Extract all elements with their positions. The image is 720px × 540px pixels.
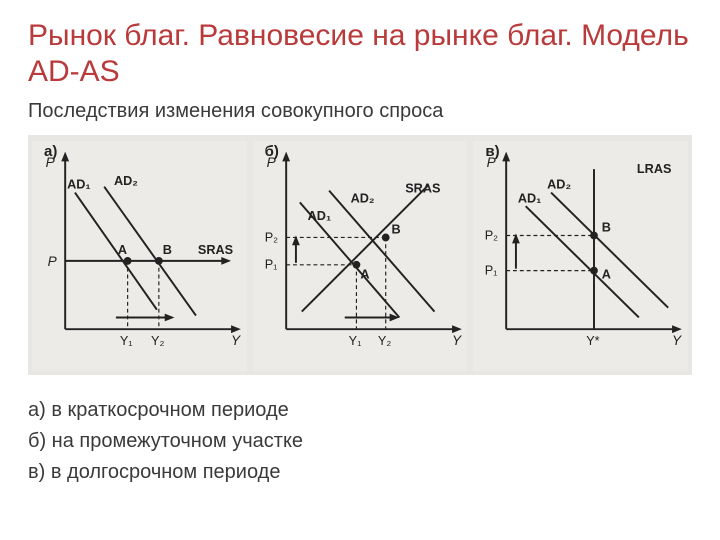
svg-text:Y₁: Y₁	[348, 334, 361, 348]
chart-b-panel: б)	[265, 143, 279, 160]
chart-a: а) P Y SRAS AD₁ AD₂ A B P	[32, 141, 247, 371]
chart-b: б) P Y SRAS AD₁ AD₂ A B P₁	[253, 141, 468, 371]
svg-text:AD₂: AD₂	[350, 191, 374, 205]
page-subtitle: Последствия изменения совокупного спроса	[28, 100, 692, 123]
svg-text:Y₂: Y₂	[151, 334, 164, 348]
svg-text:Y: Y	[452, 333, 462, 348]
svg-text:A: A	[118, 243, 127, 257]
chart-c-panel: в)	[485, 143, 499, 160]
svg-text:AD₁: AD₁	[518, 191, 542, 205]
svg-text:LRAS: LRAS	[637, 162, 672, 176]
chart-c: в) P Y LRAS AD₁ AD₂ A B P₁ P₂	[473, 141, 688, 371]
svg-text:B: B	[391, 223, 400, 237]
svg-text:SRAS: SRAS	[405, 182, 440, 196]
chart-a-sras: SRAS	[198, 243, 233, 257]
chart-a-ad1: AD₁	[67, 178, 91, 192]
chart-a-ad2: AD₂	[114, 174, 138, 188]
svg-text:P₂: P₂	[485, 228, 498, 242]
svg-text:Y₁: Y₁	[120, 334, 133, 348]
chart-a-panel: а)	[44, 143, 57, 160]
legend-b: б) на промежуточном участке	[28, 426, 692, 457]
svg-text:Y₂: Y₂	[378, 334, 391, 348]
svg-text:A: A	[360, 267, 369, 281]
legend-c: в) в долгосрочном периоде	[28, 457, 692, 488]
charts-row: а) P Y SRAS AD₁ AD₂ A B P	[28, 135, 692, 375]
svg-text:P: P	[48, 254, 58, 269]
svg-text:P₁: P₁	[264, 258, 277, 272]
svg-text:B: B	[163, 243, 172, 257]
legend-block: а) в краткосрочном периоде б) на промежу…	[28, 395, 692, 488]
svg-text:A: A	[602, 267, 611, 281]
svg-text:AD₂: AD₂	[548, 178, 572, 192]
page-title: Рынок благ. Равновесие на рынке благ. Мо…	[28, 18, 692, 90]
svg-text:P₂: P₂	[264, 230, 277, 244]
svg-text:Y*: Y*	[587, 334, 600, 348]
chart-a-xlabel: Y	[231, 333, 241, 348]
svg-text:B: B	[602, 221, 611, 235]
chart-a-svg: P Y SRAS AD₁ AD₂ A B P Y₁ Y₂	[32, 141, 247, 371]
chart-b-svg: P Y SRAS AD₁ AD₂ A B P₁ P₂	[253, 141, 468, 371]
svg-text:Y: Y	[672, 333, 682, 348]
svg-text:AD₁: AD₁	[307, 209, 331, 223]
legend-a: а) в краткосрочном периоде	[28, 395, 692, 426]
chart-c-svg: P Y LRAS AD₁ AD₂ A B P₁ P₂ Y*	[473, 141, 688, 371]
svg-text:P₁: P₁	[485, 264, 498, 278]
